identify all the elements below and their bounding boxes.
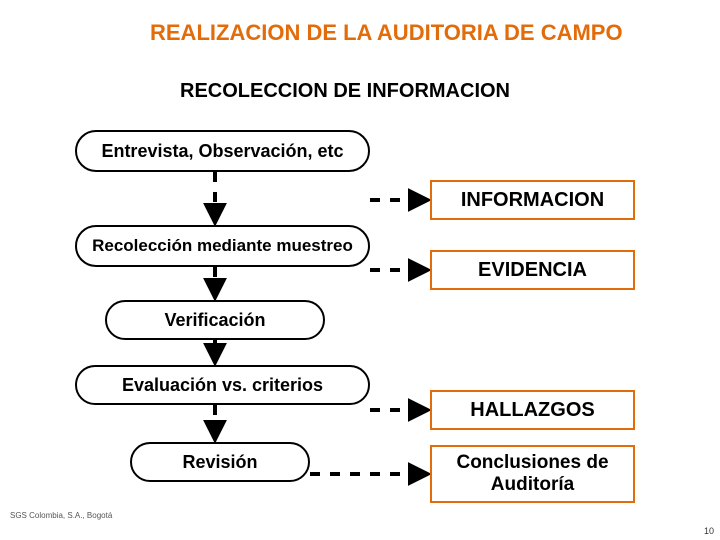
- slide: REALIZACION DE LA AUDITORIA DE CAMPO REC…: [0, 0, 720, 540]
- slide-title: REALIZACION DE LA AUDITORIA DE CAMPO: [150, 20, 623, 46]
- output-box-3: Conclusiones de Auditoría: [430, 445, 635, 503]
- process-step-1: Recolección mediante muestreo: [75, 225, 370, 267]
- process-step-label: Evaluación vs. criterios: [122, 375, 323, 396]
- output-box-2: HALLAZGOS: [430, 390, 635, 430]
- output-box-label: INFORMACION: [461, 189, 604, 212]
- output-box-0: INFORMACION: [430, 180, 635, 220]
- process-step-2: Verificación: [105, 300, 325, 340]
- process-step-label: Entrevista, Observación, etc: [101, 141, 343, 162]
- process-step-label: Revisión: [182, 452, 257, 473]
- output-box-1: EVIDENCIA: [430, 250, 635, 290]
- output-box-label: Conclusiones de Auditoría: [440, 452, 625, 496]
- footer-text: SGS Colombia, S.A., Bogotá: [10, 511, 112, 520]
- output-box-label: HALLAZGOS: [470, 399, 594, 422]
- process-step-3: Evaluación vs. criterios: [75, 365, 370, 405]
- process-step-4: Revisión: [130, 442, 310, 482]
- slide-subtitle: RECOLECCION DE INFORMACION: [180, 80, 510, 103]
- output-box-label: EVIDENCIA: [478, 259, 587, 282]
- process-step-label: Recolección mediante muestreo: [92, 236, 353, 256]
- page-number: 10: [704, 526, 714, 536]
- process-step-0: Entrevista, Observación, etc: [75, 130, 370, 172]
- process-step-label: Verificación: [164, 310, 265, 331]
